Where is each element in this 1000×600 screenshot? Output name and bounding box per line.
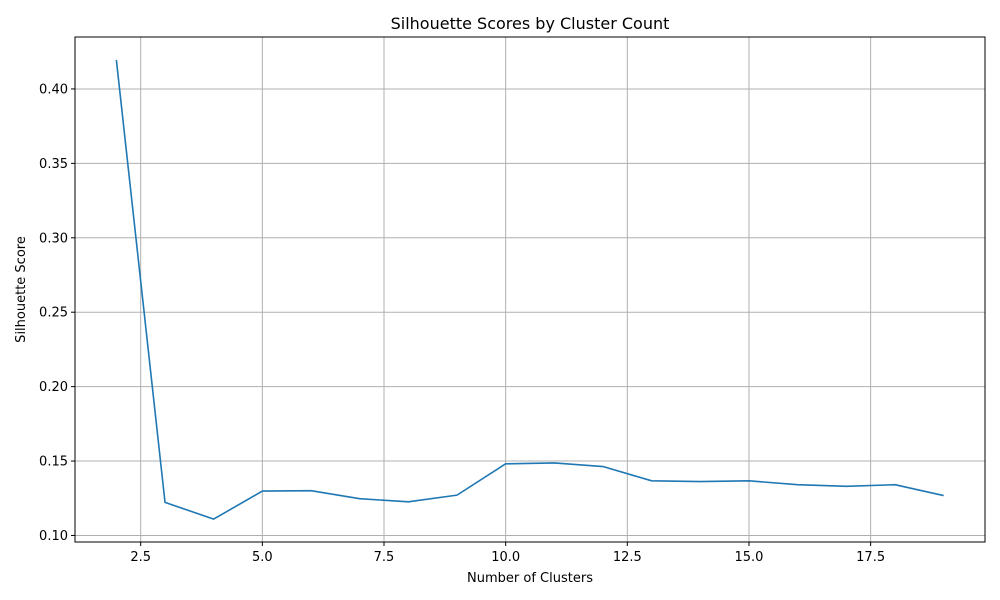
x-axis-label: Number of Clusters xyxy=(467,571,593,586)
series-layer xyxy=(115,59,944,520)
x-tick-label: 12.5 xyxy=(613,550,642,565)
y-tick-label: 0.25 xyxy=(39,306,68,321)
chart-title: Silhouette Scores by Cluster Count xyxy=(391,14,670,33)
y-tick-label: 0.15 xyxy=(39,455,68,470)
x-tick-label: 5.0 xyxy=(252,550,273,565)
ticks: 2.5 5.0 7.5 10.0 12.5 15.0 17.5 0.10 0.15 0.20 0.2… xyxy=(39,82,885,565)
x-tick-label: 7.5 xyxy=(374,550,395,565)
x-tick-label: 15.0 xyxy=(735,550,764,565)
y-tick-label: 0.20 xyxy=(39,380,68,395)
y-tick-label: 0.40 xyxy=(39,82,68,97)
x-tick-label: 2.5 xyxy=(130,550,151,565)
x-tick-label: 10.0 xyxy=(491,550,520,565)
x-tick-label: 17.5 xyxy=(856,550,885,565)
y-tick-label: 0.30 xyxy=(39,231,68,246)
y-axis-label: Silhouette Score xyxy=(14,236,29,343)
y-tick-label: 0.35 xyxy=(39,157,68,172)
series-line xyxy=(115,59,944,520)
grid xyxy=(75,37,985,542)
y-tick-label: 0.10 xyxy=(39,529,68,544)
plot-frame xyxy=(74,36,986,543)
